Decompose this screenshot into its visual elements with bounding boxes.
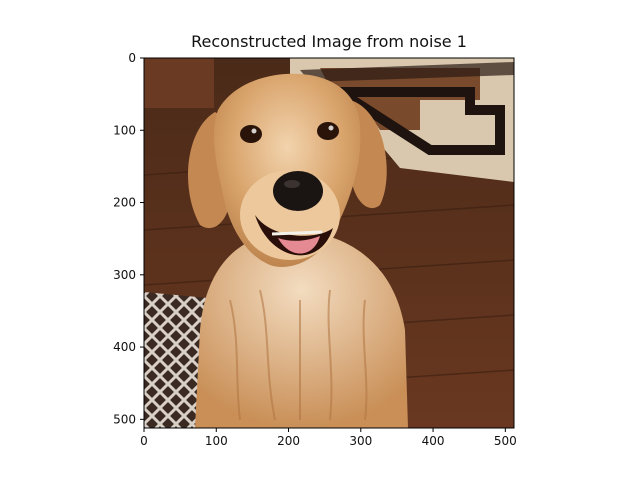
figure-title: Reconstructed Image from noise 1 <box>191 32 467 51</box>
x-tick-label: 100 <box>205 434 228 448</box>
x-axis: 0 100 200 300 400 500 <box>140 428 517 448</box>
y-tick-label: 100 <box>113 123 136 137</box>
tongue <box>278 236 320 254</box>
y-tick-label: 0 <box>128 51 136 65</box>
x-tick-label: 200 <box>277 434 300 448</box>
wall-corner <box>144 58 214 108</box>
y-tick-label: 400 <box>113 340 136 354</box>
x-tick-label: 500 <box>494 434 517 448</box>
y-axis: 0 100 200 300 400 500 <box>113 51 144 426</box>
x-tick-label: 300 <box>349 434 372 448</box>
y-tick-label: 200 <box>113 196 136 210</box>
y-tick-label: 500 <box>113 412 136 426</box>
axes-frame <box>143 57 515 429</box>
teeth <box>271 230 323 236</box>
x-tick-label: 400 <box>422 434 445 448</box>
y-tick-label: 300 <box>113 268 136 282</box>
fur-streaks <box>229 289 368 421</box>
nose <box>273 171 323 211</box>
dog-body <box>195 230 408 428</box>
right-eye <box>317 122 339 140</box>
rug <box>290 58 514 182</box>
x-tick-label: 0 <box>140 434 148 448</box>
dog-photo <box>144 58 514 428</box>
left-eye <box>240 125 262 143</box>
